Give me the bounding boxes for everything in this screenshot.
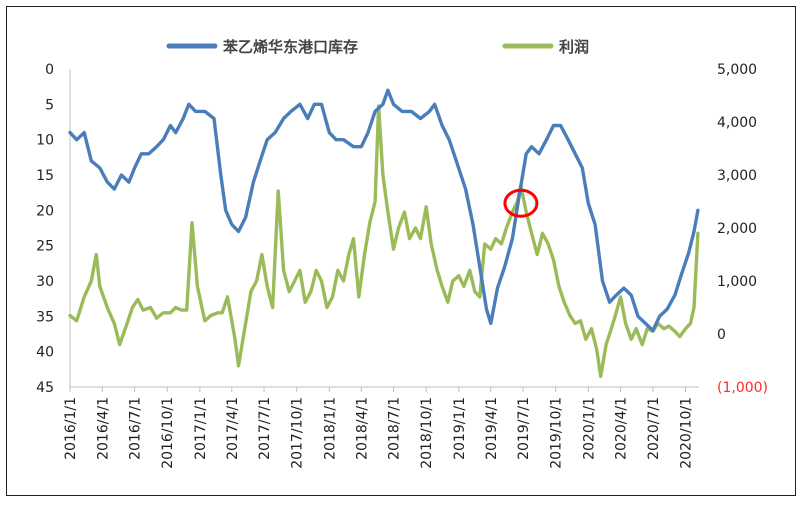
x-axis-ticks: 2016/1/1 2016/4/1 2016/7/1 2016/10/1 2017/1/…	[63, 387, 695, 469]
x-tick-label: 2020/4/1	[614, 397, 630, 460]
left-tick-label: 20	[36, 203, 54, 219]
x-tick-label: 2020/7/1	[646, 397, 662, 460]
right-tick-label: 4,000	[717, 115, 757, 131]
right-tick-label: 5,000	[717, 62, 757, 78]
right-tick-label: (1,000)	[717, 380, 768, 396]
series-line-inventory	[68, 88, 700, 333]
series-line-profit	[68, 104, 700, 379]
left-tick-label: 15	[36, 168, 54, 184]
x-tick-label: 2018/10/1	[419, 397, 435, 469]
right-tick-label: 3,000	[717, 168, 757, 184]
left-tick-label: 25	[36, 239, 54, 255]
x-tick-label: 2018/7/1	[387, 397, 403, 460]
right-tick-label: 0	[717, 327, 726, 343]
legend-label-inventory: 苯乙烯华东港口库存	[222, 38, 358, 56]
x-tick-label: 2019/7/1	[516, 397, 532, 460]
x-tick-label: 2016/1/1	[63, 397, 79, 460]
x-tick-label: 2018/1/1	[322, 397, 338, 460]
chart-frame: 苯乙烯华东港口库存 利润 0 5 10 15 20 25 30 35 40 45 5,000 4,0…	[6, 6, 796, 496]
x-tick-label: 2019/1/1	[452, 397, 468, 460]
x-tick-label: 2020/1/1	[581, 397, 597, 460]
left-tick-label: 10	[36, 133, 54, 149]
x-tick-label: 2016/7/1	[128, 397, 144, 460]
left-tick-label: 40	[36, 345, 54, 361]
x-tick-label: 2017/1/1	[193, 397, 209, 460]
x-tick-label: 2018/4/1	[354, 397, 370, 460]
x-tick-label: 2017/7/1	[257, 397, 273, 460]
annotation-layer	[503, 188, 539, 218]
legend-label-profit: 利润	[559, 38, 589, 56]
right-axis-ticks: 5,000 4,000 3,000 2,000 1,000 0 (1,000)	[717, 62, 768, 396]
x-tick-label: 2017/4/1	[225, 397, 241, 460]
axes	[69, 69, 699, 388]
left-tick-label: 45	[36, 380, 54, 396]
series-layer	[68, 88, 700, 379]
legend: 苯乙烯华东港口库存 利润	[166, 38, 589, 56]
dual-axis-line-chart: 苯乙烯华东港口库存 利润 0 5 10 15 20 25 30 35 40 45 5,000 4,0…	[36, 38, 768, 469]
right-tick-label: 2,000	[717, 221, 757, 237]
x-tick-label: 2019/10/1	[549, 397, 565, 469]
left-tick-label: 35	[36, 309, 54, 325]
x-tick-label: 2019/4/1	[484, 397, 500, 460]
left-axis-ticks: 0 5 10 15 20 25 30 35 40 45	[36, 62, 54, 396]
annotation-circle	[503, 188, 539, 218]
left-tick-label: 0	[45, 62, 54, 78]
right-tick-label: 1,000	[717, 274, 757, 290]
left-tick-label: 5	[45, 97, 54, 113]
x-tick-label: 2016/4/1	[95, 397, 111, 460]
x-tick-label: 2017/10/1	[290, 397, 306, 469]
left-tick-label: 30	[36, 274, 54, 290]
x-tick-label: 2016/10/1	[160, 397, 176, 469]
x-tick-label: 2020/10/1	[679, 397, 695, 469]
